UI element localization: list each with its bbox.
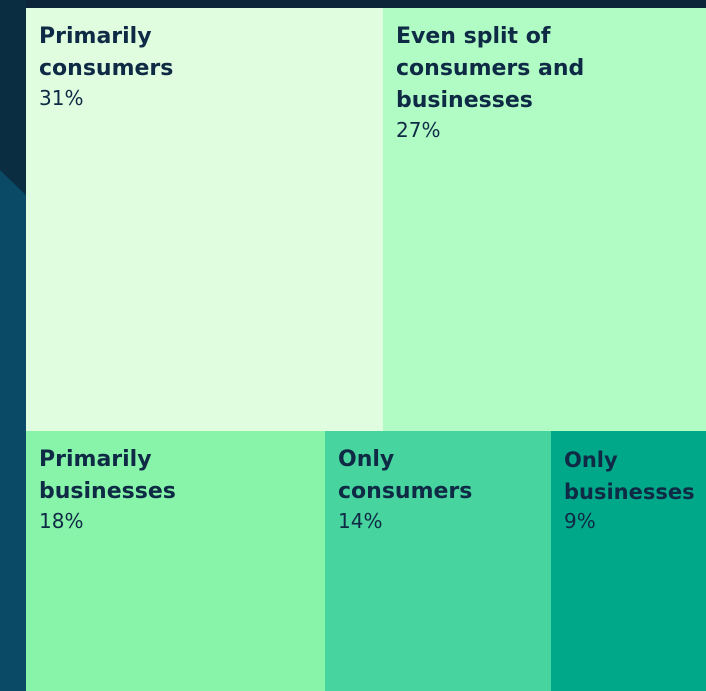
- cell-label: Primarily consumers: [39, 24, 174, 81]
- cell-label: Primarily businesses: [39, 447, 176, 504]
- cell-value: 14%: [338, 509, 383, 533]
- treemap-cell-even-split: Even split of consumers and businesses 2…: [383, 8, 706, 431]
- cell-label: Only businesses: [564, 448, 695, 504]
- treemap-cell-primarily-consumers: Primarily consumers 31%: [26, 8, 383, 431]
- cell-value: 27%: [396, 118, 441, 142]
- treemap-cell-primarily-businesses: Primarily businesses 18%: [26, 431, 325, 691]
- treemap-chart: Primarily consumers 31% Even split of co…: [26, 8, 706, 691]
- cell-value: 18%: [39, 509, 84, 533]
- cell-value: 31%: [39, 86, 84, 110]
- cell-label: Only consumers: [338, 447, 473, 504]
- treemap-cell-only-businesses: Only businesses 9%: [551, 431, 706, 691]
- treemap-cell-only-consumers: Only consumers 14%: [325, 431, 551, 691]
- cell-value: 9%: [564, 509, 596, 533]
- cell-label: Even split of consumers and businesses: [396, 24, 585, 113]
